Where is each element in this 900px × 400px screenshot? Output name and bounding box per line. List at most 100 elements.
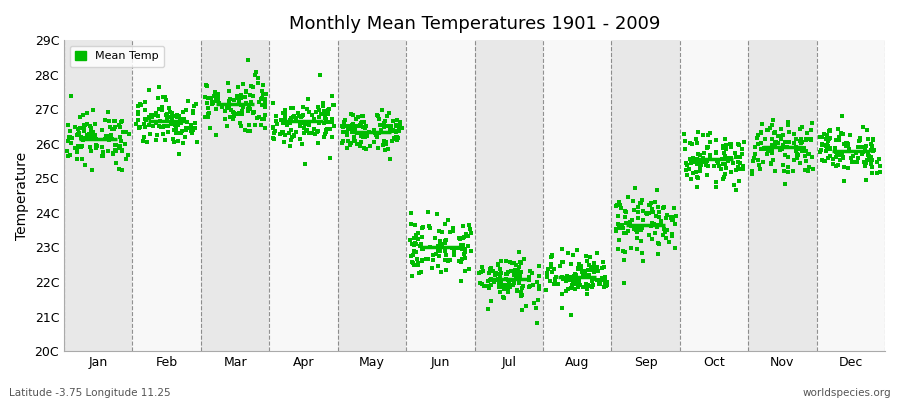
Point: [119, 156, 133, 162]
Point: [356, 118, 371, 125]
Point: [423, 225, 437, 231]
Point: [300, 127, 314, 133]
Point: [595, 265, 609, 271]
Point: [136, 137, 150, 144]
Point: [268, 128, 283, 134]
Point: [320, 116, 334, 122]
Point: [795, 124, 809, 130]
Point: [776, 142, 790, 149]
Point: [101, 109, 115, 116]
Point: [185, 130, 200, 136]
Point: [688, 156, 703, 162]
Point: [770, 140, 785, 146]
Point: [303, 130, 318, 136]
Point: [413, 269, 428, 275]
Point: [668, 221, 682, 227]
Point: [150, 132, 165, 138]
Point: [627, 185, 642, 191]
Point: [129, 121, 143, 128]
Point: [405, 273, 419, 279]
Point: [617, 214, 632, 220]
Point: [362, 128, 376, 135]
Point: [561, 286, 575, 292]
Point: [523, 268, 537, 274]
Point: [656, 205, 670, 211]
Point: [355, 120, 369, 126]
Point: [428, 234, 443, 241]
Point: [777, 168, 791, 174]
Point: [725, 160, 740, 166]
Point: [165, 110, 179, 117]
Point: [765, 149, 779, 156]
Point: [624, 222, 638, 229]
Point: [298, 121, 312, 127]
Point: [692, 152, 706, 158]
Point: [443, 256, 457, 263]
Point: [420, 209, 435, 216]
Point: [679, 160, 693, 166]
Point: [612, 202, 626, 208]
Point: [369, 132, 383, 138]
Point: [211, 90, 225, 97]
Point: [153, 118, 167, 124]
Point: [291, 110, 305, 117]
Point: [316, 100, 330, 106]
Point: [230, 93, 244, 99]
Point: [109, 142, 123, 149]
Point: [506, 277, 520, 283]
Point: [432, 228, 446, 234]
Point: [74, 135, 88, 141]
Point: [625, 217, 639, 223]
Point: [212, 101, 227, 107]
Point: [61, 138, 76, 144]
Point: [392, 126, 406, 132]
Point: [689, 174, 704, 180]
Point: [458, 246, 473, 252]
Point: [76, 135, 90, 141]
Point: [860, 126, 874, 133]
Point: [154, 124, 168, 130]
Point: [642, 210, 656, 216]
Point: [275, 120, 290, 126]
Point: [222, 88, 237, 94]
Point: [734, 151, 749, 158]
Point: [657, 226, 671, 232]
Point: [628, 224, 643, 231]
Point: [503, 259, 517, 266]
Point: [525, 270, 539, 276]
Point: [142, 114, 157, 120]
Point: [69, 145, 84, 152]
Point: [244, 98, 258, 105]
Point: [491, 276, 505, 282]
Point: [356, 145, 371, 151]
Point: [758, 136, 772, 142]
Point: [166, 136, 180, 143]
Point: [837, 164, 851, 171]
Point: [320, 119, 335, 125]
Point: [827, 145, 842, 151]
Bar: [748, 40, 816, 351]
Point: [491, 281, 506, 288]
Point: [343, 142, 357, 148]
Point: [658, 229, 672, 236]
Point: [114, 118, 129, 124]
Point: [76, 124, 91, 130]
Point: [356, 124, 370, 130]
Point: [600, 282, 615, 288]
Point: [781, 129, 796, 135]
Point: [235, 108, 249, 114]
Point: [473, 280, 488, 286]
Point: [202, 111, 216, 117]
Point: [735, 163, 750, 170]
Point: [580, 267, 595, 274]
Point: [165, 115, 179, 121]
Point: [68, 145, 82, 152]
Point: [309, 108, 323, 115]
Point: [318, 114, 332, 121]
Point: [257, 100, 272, 106]
Point: [522, 277, 536, 284]
Point: [227, 110, 241, 116]
Point: [765, 148, 779, 154]
Point: [323, 125, 338, 132]
Point: [731, 158, 745, 165]
